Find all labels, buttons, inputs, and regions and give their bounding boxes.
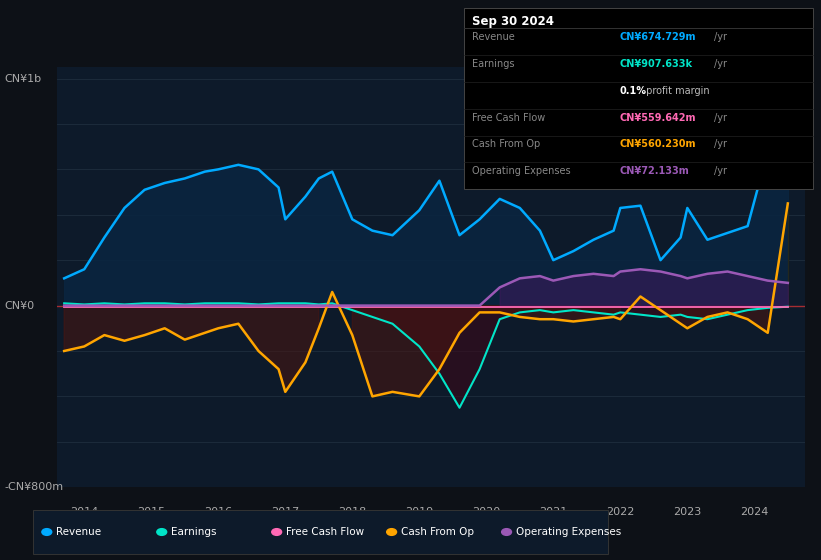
Text: CN¥559.642m: CN¥559.642m bbox=[620, 113, 696, 123]
Text: Operating Expenses: Operating Expenses bbox=[516, 527, 621, 537]
Text: 2020: 2020 bbox=[472, 507, 501, 517]
Text: Earnings: Earnings bbox=[472, 59, 515, 69]
Text: 2016: 2016 bbox=[204, 507, 232, 517]
Text: 2023: 2023 bbox=[673, 507, 701, 517]
Text: profit margin: profit margin bbox=[643, 86, 709, 96]
Text: CN¥1b: CN¥1b bbox=[4, 73, 41, 83]
Text: CN¥72.133m: CN¥72.133m bbox=[620, 166, 690, 176]
Text: Earnings: Earnings bbox=[171, 527, 216, 537]
Text: 2014: 2014 bbox=[70, 507, 99, 517]
Text: -CN¥800m: -CN¥800m bbox=[4, 482, 63, 492]
Text: Revenue: Revenue bbox=[472, 32, 515, 42]
Text: 2017: 2017 bbox=[271, 507, 300, 517]
Text: /yr: /yr bbox=[714, 166, 727, 176]
Text: /yr: /yr bbox=[714, 139, 727, 150]
Text: Free Cash Flow: Free Cash Flow bbox=[472, 113, 545, 123]
Text: 2015: 2015 bbox=[137, 507, 165, 517]
Text: Operating Expenses: Operating Expenses bbox=[472, 166, 571, 176]
Text: Revenue: Revenue bbox=[56, 527, 101, 537]
Text: CN¥907.633k: CN¥907.633k bbox=[620, 59, 693, 69]
Text: 2021: 2021 bbox=[539, 507, 567, 517]
Text: CN¥674.729m: CN¥674.729m bbox=[620, 32, 696, 42]
Text: Sep 30 2024: Sep 30 2024 bbox=[472, 15, 554, 28]
Text: 2018: 2018 bbox=[338, 507, 366, 517]
Text: 2022: 2022 bbox=[606, 507, 635, 517]
Text: 2019: 2019 bbox=[406, 507, 433, 517]
Text: CN¥0: CN¥0 bbox=[4, 301, 34, 311]
Text: /yr: /yr bbox=[714, 113, 727, 123]
Text: 0.1%: 0.1% bbox=[620, 86, 647, 96]
Text: Free Cash Flow: Free Cash Flow bbox=[286, 527, 364, 537]
Text: 2024: 2024 bbox=[741, 507, 768, 517]
Text: CN¥560.230m: CN¥560.230m bbox=[620, 139, 696, 150]
Text: Cash From Op: Cash From Op bbox=[472, 139, 540, 150]
Text: /yr: /yr bbox=[714, 59, 727, 69]
Text: Cash From Op: Cash From Op bbox=[401, 527, 474, 537]
Text: /yr: /yr bbox=[714, 32, 727, 42]
